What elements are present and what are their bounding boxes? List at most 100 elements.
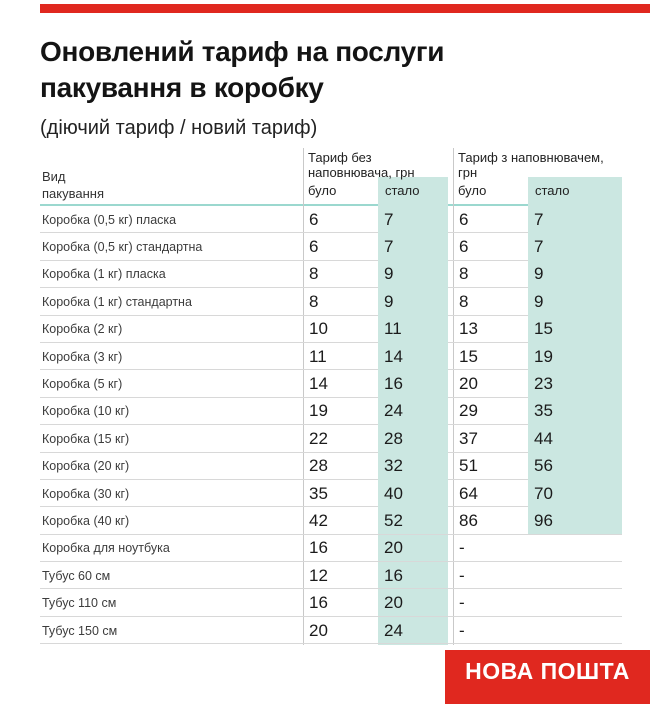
cell-packaging-type: Коробка (40 кг)	[42, 513, 130, 528]
row-separator	[448, 424, 528, 426]
table-row: Коробка (1 кг) пласка 8 9 8 9	[40, 261, 622, 289]
cell-no-filler-was: 8	[309, 264, 319, 284]
cell-no-filler-was: 20	[309, 620, 328, 640]
row-separator	[448, 232, 528, 234]
cell-no-filler-now: 24	[384, 620, 403, 640]
row-separator	[448, 451, 528, 453]
row-separator	[40, 287, 378, 289]
cell-filler-was: 64	[459, 483, 478, 503]
cell-no-filler-was: 11	[309, 346, 327, 366]
highlight-band-filler-now	[528, 177, 622, 535]
cell-filler-now: 15	[534, 319, 553, 339]
cell-no-filler-now: 7	[384, 237, 394, 257]
cell-packaging-type: Коробка (1 кг) пласка	[42, 267, 166, 282]
row-separator	[40, 533, 622, 535]
row-separator	[40, 369, 378, 371]
table-row: Коробка (1 кг) стандартна 8 9 8 9	[40, 288, 622, 316]
cell-no-filler-now: 20	[384, 538, 403, 558]
row-separator	[40, 588, 622, 590]
cell-packaging-type: Коробка (30 кг)	[42, 486, 130, 501]
page-title-line1: Оновлений тариф на послуги	[40, 36, 445, 67]
tariff-table: Вид пакування Тариф без наповнювача, грн…	[40, 148, 622, 645]
cell-packaging-type: Коробка (2 кг)	[42, 322, 123, 337]
subheader-filler-was: було	[458, 183, 487, 198]
cell-filler-was: 51	[459, 456, 478, 476]
row-separator	[448, 259, 528, 261]
group-header-filler: Тариф з наповнювачем, грн	[458, 150, 604, 180]
cell-no-filler-now: 40	[384, 483, 403, 503]
cell-no-filler-was: 12	[309, 565, 328, 585]
cell-packaging-type: Тубус 150 см	[42, 623, 118, 638]
cell-filler-was: 86	[459, 510, 478, 530]
cell-packaging-type: Коробка (15 кг)	[42, 431, 130, 446]
cell-filler-now: 70	[534, 483, 553, 503]
nova-poshta-logo: НОВА ПОШТА	[445, 650, 650, 704]
cell-packaging-type: Коробка (1 кг) стандартна	[42, 294, 192, 309]
table-row: Коробка (2 кг) 10 11 13 15	[40, 316, 622, 343]
cell-no-filler-was: 6	[309, 237, 319, 257]
cell-no-filler-now: 7	[384, 209, 394, 229]
column-header-type-line2: пакування	[42, 186, 104, 201]
cell-packaging-type: Коробка (0,5 кг) стандартна	[42, 240, 203, 255]
cell-no-filler-now: 32	[384, 456, 403, 476]
row-separator	[448, 341, 528, 343]
table-row: Коробка (40 кг) 42 52 86 96	[40, 507, 622, 535]
cell-filler-was: 20	[459, 374, 478, 394]
cell-filler-now: 7	[534, 237, 544, 257]
cell-filler-was: -	[459, 565, 465, 585]
cell-filler-was: 6	[459, 209, 469, 229]
cell-packaging-type: Коробка для ноутбука	[42, 541, 170, 556]
table-row: Коробка (15 кг) 22 28 37 44	[40, 425, 622, 453]
table-row: Коробка (0,5 кг) стандартна 6 7 6 7	[40, 233, 622, 261]
cell-no-filler-now: 14	[384, 346, 403, 366]
row-separator	[40, 314, 378, 316]
cell-filler-was: 37	[459, 428, 478, 448]
cell-no-filler-now: 9	[384, 291, 394, 311]
title-block: Оновлений тариф на послуги пакування в к…	[40, 34, 444, 141]
highlight-band-no-filler-now	[378, 177, 448, 645]
table-row: Коробка (20 кг) 28 32 51 56	[40, 453, 622, 480]
row-separator	[40, 424, 378, 426]
cell-no-filler-now: 24	[384, 401, 403, 421]
row-separator	[40, 259, 378, 261]
row-separator	[40, 232, 378, 234]
cell-filler-now: 44	[534, 428, 553, 448]
cell-filler-was: 15	[459, 346, 478, 366]
cell-filler-was: -	[459, 593, 465, 613]
cell-no-filler-now: 16	[384, 565, 403, 585]
row-separator	[40, 451, 378, 453]
cell-no-filler-now: 11	[384, 319, 402, 339]
cell-filler-now: 35	[534, 401, 553, 421]
brand-name: НОВА ПОШТА	[465, 658, 630, 684]
table-row: Коробка (10 кг) 19 24 29 35	[40, 398, 622, 426]
top-accent-bar	[40, 4, 650, 13]
cell-packaging-type: Коробка (20 кг)	[42, 459, 130, 474]
cell-no-filler-was: 16	[309, 593, 328, 613]
cell-no-filler-now: 16	[384, 374, 403, 394]
row-separator	[40, 506, 378, 508]
row-separator	[448, 506, 528, 508]
column-header-type: Вид пакування	[42, 168, 104, 202]
row-separator	[448, 369, 528, 371]
page-title-line2: пакування в коробку	[40, 72, 324, 103]
cell-no-filler-now: 52	[384, 510, 403, 530]
page-subtitle: (діючий тариф / новий тариф)	[40, 117, 318, 139]
row-separator	[40, 341, 378, 343]
cell-packaging-type: Коробка (3 кг)	[42, 349, 123, 364]
cell-packaging-type: Коробка (0,5 кг) пласка	[42, 212, 177, 227]
cell-no-filler-was: 6	[309, 209, 319, 229]
table-row: Коробка (3 кг) 11 14 15 19	[40, 343, 622, 371]
row-separator	[40, 643, 622, 645]
cell-filler-was: 6	[459, 237, 469, 257]
row-separator	[448, 478, 528, 480]
subheader-no-filler-was: було	[308, 183, 337, 198]
cell-no-filler-now: 9	[384, 264, 394, 284]
table-row: Коробка (5 кг) 14 16 20 23	[40, 370, 622, 398]
row-separator	[448, 314, 528, 316]
cell-no-filler-was: 10	[309, 319, 328, 339]
row-separator	[448, 396, 528, 398]
table-row: Коробка (0,5 кг) пласка 6 7 6 7	[40, 206, 622, 234]
table-row: Коробка для ноутбука 16 20 -	[40, 535, 622, 563]
cell-packaging-type: Тубус 60 см	[42, 568, 111, 583]
row-separator	[40, 396, 378, 398]
